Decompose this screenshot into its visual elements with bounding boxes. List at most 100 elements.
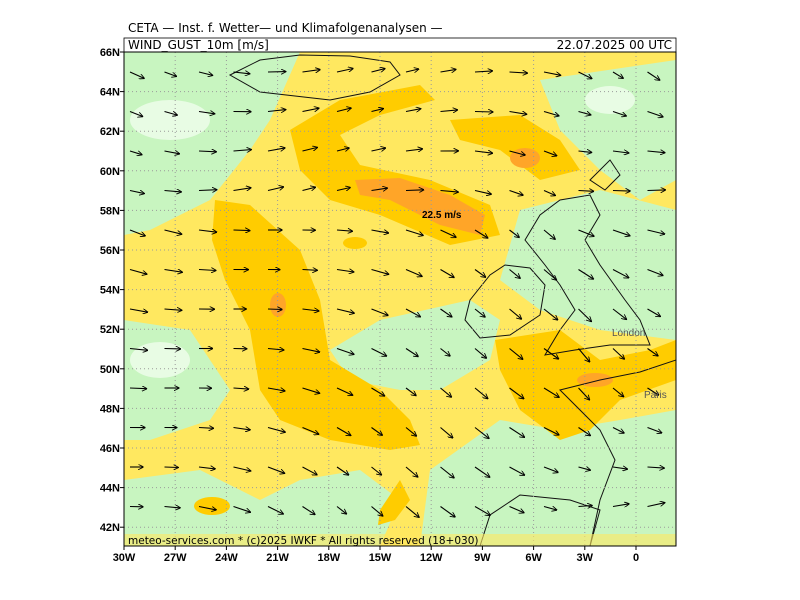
- wind-arrow: [440, 269, 455, 278]
- wind-arrow: [543, 229, 555, 239]
- wind-arrow: [509, 72, 528, 73]
- wind-arrow: [543, 150, 557, 156]
- wind-arrow: [405, 268, 422, 277]
- wind-arrow: [336, 308, 354, 313]
- wind-arrow: [474, 112, 493, 113]
- wind-arrow: [543, 308, 558, 320]
- wind-arrow: [198, 151, 216, 152]
- lat-label: 64N: [100, 87, 120, 99]
- wind-arrow: [336, 69, 353, 73]
- wind-arrow: [647, 71, 660, 80]
- wind-arrow: [371, 348, 387, 357]
- wind-arrow: [371, 69, 386, 73]
- wind-arrow: [543, 348, 559, 360]
- wind-arrow: [233, 466, 251, 471]
- wind-arrow: [405, 229, 423, 235]
- wind-arrow: [267, 349, 284, 351]
- wind-arrow: [474, 308, 485, 317]
- wind-arrow: [509, 387, 524, 399]
- wind-arrow: [647, 467, 665, 468]
- wind-arrow: [267, 110, 286, 112]
- lat-label: 62N: [100, 126, 120, 138]
- wind-arrow: [233, 388, 249, 389]
- wind-arrow: [405, 506, 419, 518]
- wind-arrow: [405, 387, 416, 396]
- wind-arrow: [233, 505, 251, 513]
- wind-arrow: [612, 110, 626, 117]
- wind-arrow: [336, 270, 354, 273]
- wind-arrow: [647, 268, 664, 276]
- header-date: 22.07.2025 00 UTC: [557, 38, 672, 52]
- wind-arrow: [474, 506, 490, 516]
- wind-arrow: [440, 348, 451, 357]
- lon-label: 27W: [164, 552, 187, 564]
- wind-arrow: [578, 387, 590, 400]
- map-frame: [123, 51, 677, 547]
- wind-arrow: [164, 467, 179, 468]
- wind-arrow: [612, 504, 629, 507]
- wind-arrow: [198, 190, 217, 191]
- wind-arrow: [612, 71, 623, 78]
- wind-arrow: [302, 147, 318, 152]
- wind-arrow: [336, 387, 353, 395]
- wind-arrow: [509, 189, 524, 196]
- lat-label: 58N: [100, 205, 120, 217]
- wind-arrow: [164, 191, 182, 192]
- lat-label: 52N: [100, 324, 120, 336]
- wind-arrow: [371, 148, 386, 151]
- wind-arrow: [267, 426, 285, 433]
- wind-arrow: [336, 108, 351, 113]
- lat-label: 66N: [100, 47, 120, 59]
- wind-arrow: [543, 505, 557, 511]
- wind-arrow: [474, 348, 487, 359]
- lat-label: 48N: [100, 403, 120, 415]
- wind-arrow: [371, 308, 389, 315]
- wind-arrow: [336, 148, 349, 151]
- wind-arrow: [129, 150, 142, 155]
- wind-arrow: [474, 269, 486, 278]
- wind-arrow: [543, 387, 559, 397]
- wind-arrow: [336, 427, 351, 436]
- wind-arrow: [198, 428, 214, 429]
- wind-arrow: [509, 150, 526, 155]
- lat-label: 56N: [100, 245, 120, 257]
- city-label: Paris: [644, 390, 667, 401]
- wind-arrow: [647, 426, 662, 433]
- wind-arrow: [267, 309, 282, 310]
- wind-arrow: [647, 308, 661, 317]
- wind-arrow: [267, 148, 285, 152]
- lat-label: 42N: [100, 522, 120, 534]
- wind-arrow: [647, 110, 664, 117]
- wind-arrow: [612, 229, 630, 236]
- wind-arrow: [612, 269, 629, 278]
- wind-arrow: [371, 387, 385, 396]
- wind-arrow: [647, 151, 666, 153]
- wind-arrow: [509, 505, 525, 513]
- wind-arrow: [543, 110, 559, 116]
- wind-arrow: [233, 150, 252, 151]
- wind-arrow: [509, 112, 527, 115]
- wind-arrow: [405, 348, 418, 357]
- wind-arrow: [474, 189, 491, 195]
- wind-arrow: [233, 428, 251, 430]
- wind-arrow: [612, 151, 629, 153]
- wind-arrow: [302, 466, 318, 475]
- wind-arrow: [440, 191, 459, 193]
- wind-arrow: [371, 466, 382, 475]
- wind-arrow: [647, 387, 659, 395]
- wind-arrow: [198, 71, 213, 75]
- wind-arrow: [371, 268, 389, 275]
- lat-label: 60N: [100, 166, 120, 178]
- wind-arrow: [164, 151, 180, 154]
- header-source: CETA — Inst. f. Wetter— und Klimafolgena…: [128, 21, 443, 35]
- map-field: [124, 52, 676, 546]
- wind-arrow: [267, 506, 283, 515]
- wind-arrow: [405, 308, 420, 317]
- footer: meteo-services.com * (c)2025 IWKF * All …: [128, 535, 479, 547]
- wind-arrow: [578, 467, 591, 470]
- wind-arrow: [336, 230, 353, 231]
- wind-arrow: [164, 507, 181, 508]
- lon-label: 6W: [525, 552, 542, 564]
- wind-arrow: [578, 269, 594, 280]
